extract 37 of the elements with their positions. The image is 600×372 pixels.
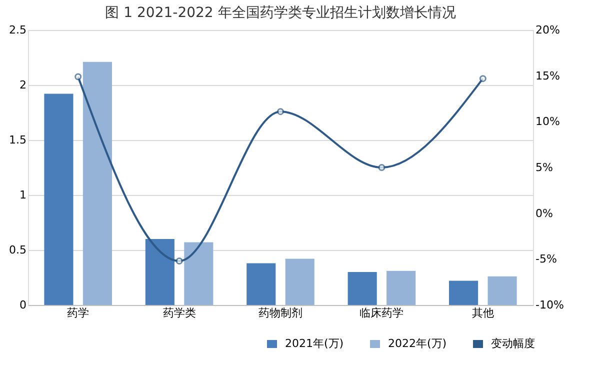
y2-tick-label: 0%: [536, 206, 553, 220]
bar: [449, 280, 478, 305]
y2-tick-label: 20%: [536, 24, 560, 36]
y-tick-label: 0.5: [9, 244, 26, 256]
point: [74, 73, 82, 80]
bar: [145, 239, 174, 305]
y2-tick-label: 5%: [536, 161, 553, 174]
bar: [488, 276, 517, 305]
y-tick-label: 1: [20, 188, 26, 202]
y-tick-label: 2.5: [9, 24, 26, 36]
x-tick-label: 其他: [472, 306, 494, 320]
x-tick-label: 临床药学: [360, 306, 404, 320]
legend-label: 变动幅度: [491, 337, 535, 350]
bar: [184, 242, 214, 305]
y2-tick-label: 10%: [536, 115, 560, 128]
bar: [246, 263, 276, 305]
bar: [285, 258, 314, 305]
y-tick-label: 2: [20, 78, 26, 92]
point: [378, 164, 386, 171]
x-tick-label: 药学类: [162, 306, 196, 320]
point: [479, 75, 486, 82]
legend-label: 2022年(万): [388, 337, 447, 350]
legend-label: 2021年(万): [285, 337, 344, 350]
y-tick-label: 0: [20, 298, 26, 312]
y-tick-label: 1.5: [9, 134, 26, 146]
x-tick-label: 药学: [67, 306, 90, 320]
y2-tick-label: -10%: [536, 298, 564, 312]
bar: [82, 62, 112, 305]
point: [277, 108, 284, 116]
bar: [44, 94, 74, 305]
x-tick-label: 药物制剂: [258, 306, 302, 320]
bar: [386, 270, 416, 305]
bar: [348, 272, 377, 305]
point: [176, 258, 183, 264]
y2-tick-label: 15%: [536, 69, 560, 82]
y2-tick-label: -5%: [536, 252, 557, 266]
chart-title: 图 1 2021-2022 年全国药学类专业招生计划数增长情况: [105, 5, 456, 21]
